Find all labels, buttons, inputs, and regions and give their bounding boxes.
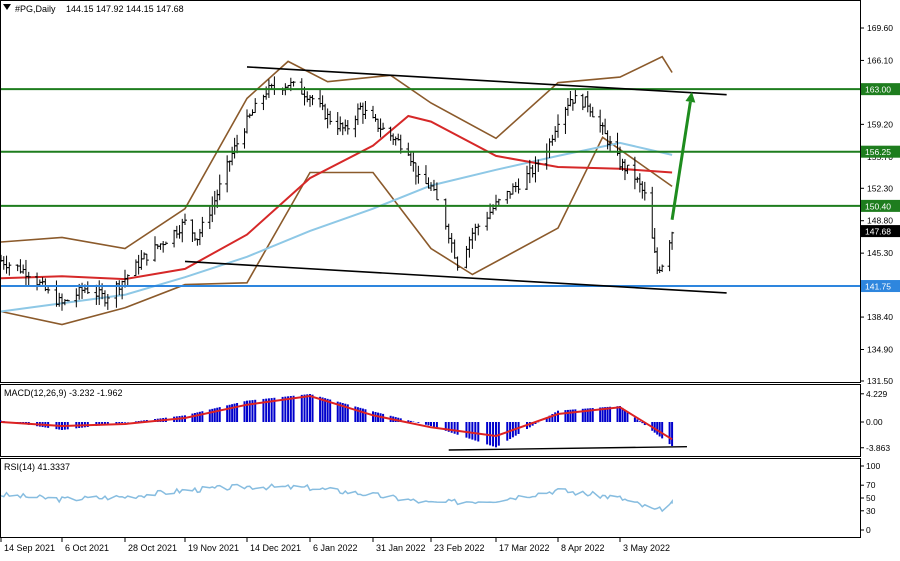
rsi-pane xyxy=(0,483,673,513)
price-tick-label: 169.60 xyxy=(867,23,893,33)
date-tick-label: 23 Feb 2022 xyxy=(434,543,485,553)
macd-pane-frame xyxy=(0,384,861,457)
date-tick-label: 6 Oct 2021 xyxy=(65,543,109,553)
price-tick-label: 134.90 xyxy=(867,344,893,354)
rsi-tick-label: 70 xyxy=(866,480,876,490)
dropdown-arrow-icon[interactable] xyxy=(3,4,11,10)
macd-tick-label: 0.00 xyxy=(866,417,883,427)
macd-trendline xyxy=(448,445,687,451)
macd-header: MACD(12,26,9) -3.232 -1.962 xyxy=(4,388,123,398)
macd-signal-line xyxy=(0,394,673,441)
price-tick-label: 159.20 xyxy=(867,119,893,129)
rsi-tick-label: 0 xyxy=(866,525,871,535)
bollinger-upper-line xyxy=(0,55,673,250)
date-tick-label: 28 Oct 2021 xyxy=(128,543,177,553)
price-level-label: 141.75 xyxy=(865,282,891,292)
price-level-badge xyxy=(861,199,900,212)
rsi-tick-label: 30 xyxy=(866,506,876,516)
macd-pane xyxy=(0,394,687,451)
upper-trendline xyxy=(246,66,727,96)
forecast-arrow-shaft xyxy=(670,101,692,221)
bollinger-lower-line xyxy=(0,136,673,326)
price-level-badge xyxy=(861,280,900,293)
price-tick-label: 131.50 xyxy=(867,376,893,386)
date-tick-label: 14 Dec 2021 xyxy=(250,543,301,553)
rsi-line xyxy=(0,483,673,513)
last-price-label: 147.68 xyxy=(865,227,891,237)
rsi-tick-label: 50 xyxy=(866,493,876,503)
date-tick-label: 31 Jan 2022 xyxy=(376,543,426,553)
date-tick-label: 17 Mar 2022 xyxy=(499,543,550,553)
price-level-label: 163.00 xyxy=(865,85,891,95)
price-tick-label: 138.40 xyxy=(867,312,893,322)
rsi-header: RSI(14) 41.3337 xyxy=(4,462,70,472)
price-tick-label: 148.80 xyxy=(867,216,893,226)
macd-tick-label: -3.863 xyxy=(866,443,890,453)
macd-tick-label: 4.229 xyxy=(866,389,888,399)
price-pane xyxy=(0,55,860,326)
price-level-badge xyxy=(861,145,900,158)
last-price-badge xyxy=(861,225,900,238)
date-tick-label: 8 Apr 2022 xyxy=(561,543,605,553)
price-pane-frame xyxy=(0,0,861,383)
price-level-label: 156.25 xyxy=(865,147,891,157)
rsi-tick-label: 100 xyxy=(866,461,880,471)
axes: 131.50 134.90 138.40 141.75 145.30 148.80 150.… xyxy=(0,23,900,553)
date-tick-label: 19 Nov 2021 xyxy=(188,543,239,553)
ohlc-values: 144.15 147.92 144.15 147.68 xyxy=(66,4,184,14)
lower-trendline xyxy=(184,260,727,294)
date-tick-label: 14 Sep 2021 xyxy=(4,543,55,553)
price-tick-label: 145.30 xyxy=(867,248,893,258)
forecast-arrow-head xyxy=(685,91,696,103)
date-tick-label: 6 Jan 2022 xyxy=(313,543,358,553)
price-level-label: 150.40 xyxy=(865,201,891,211)
price-tick-label: 152.30 xyxy=(867,183,893,193)
price-tick-label: 166.10 xyxy=(867,55,893,65)
date-tick-label: 3 May 2022 xyxy=(623,543,670,553)
price-level-badge xyxy=(861,83,900,96)
symbol-timeframe: #PG,Daily xyxy=(15,4,56,14)
